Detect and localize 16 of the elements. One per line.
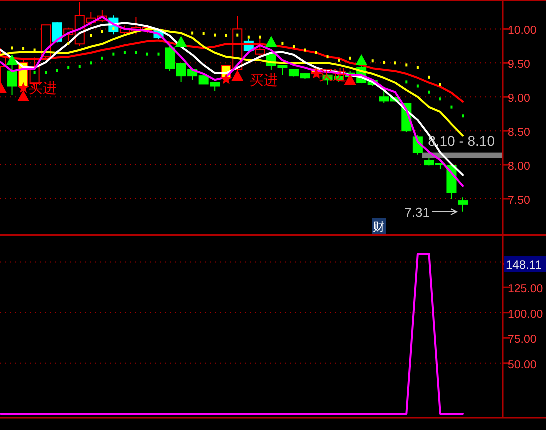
y-tick-label: 7.50 xyxy=(508,195,530,208)
annotation: 买进 xyxy=(319,67,347,83)
y-tick-label: 9.50 xyxy=(508,59,530,72)
annotation: 买进 xyxy=(250,72,278,88)
y-tick-label: 10.00 xyxy=(508,25,537,38)
annotation: 买进 xyxy=(29,80,57,96)
y-tick-label: 9.00 xyxy=(508,93,530,106)
y-tick-label: 148.11 xyxy=(506,258,542,272)
y-tick-label: 125.00 xyxy=(508,284,544,296)
annotation: 7.31 xyxy=(404,205,430,220)
y-tick-label: 8.50 xyxy=(508,127,530,140)
y-tick-label: 75.00 xyxy=(508,334,537,346)
annotation: 财 xyxy=(373,220,385,234)
y-tick-label: 50.00 xyxy=(508,359,537,372)
y-tick-label: 100.00 xyxy=(508,308,544,321)
y-tick-label: 8.00 xyxy=(508,161,530,174)
